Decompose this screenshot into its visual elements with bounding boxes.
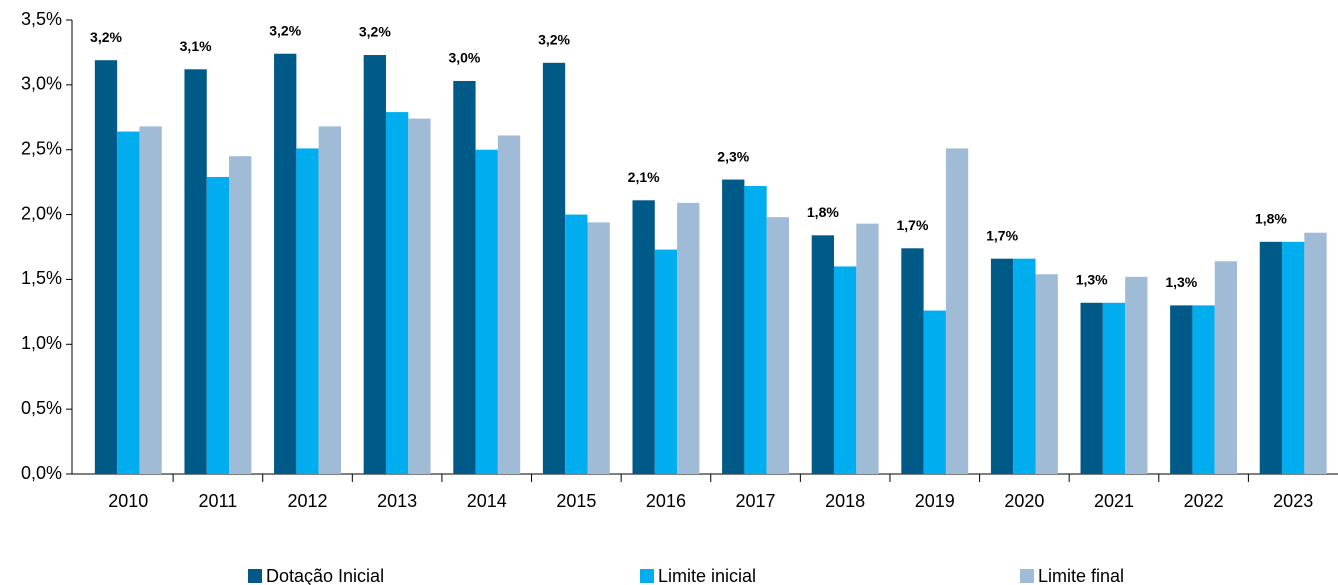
y-tick-label: 0,0% bbox=[21, 463, 62, 483]
value-label: 1,7% bbox=[897, 217, 929, 233]
bar bbox=[901, 248, 924, 474]
y-tick-label: 2,0% bbox=[21, 203, 62, 223]
x-tick-label: 2018 bbox=[825, 491, 865, 511]
y-tick-label: 3,5% bbox=[21, 9, 62, 29]
bar bbox=[1035, 274, 1058, 474]
x-tick-label: 2023 bbox=[1273, 491, 1313, 511]
bar bbox=[385, 112, 409, 475]
bar bbox=[542, 62, 566, 474]
x-tick-label: 2020 bbox=[1004, 491, 1044, 511]
legend-label: Limite final bbox=[1038, 566, 1124, 585]
y-tick-label: 1,5% bbox=[21, 268, 62, 288]
value-label: 3,2% bbox=[538, 32, 570, 48]
bar bbox=[1282, 241, 1305, 474]
bar bbox=[453, 80, 476, 475]
bar bbox=[923, 310, 946, 474]
bar bbox=[1170, 305, 1193, 474]
bar bbox=[632, 200, 655, 474]
x-tick-label: 2010 bbox=[108, 491, 148, 511]
value-label: 1,3% bbox=[1165, 274, 1197, 290]
bar bbox=[117, 131, 140, 474]
bar bbox=[1013, 258, 1036, 474]
bar bbox=[363, 55, 386, 474]
value-label: 1,8% bbox=[1255, 211, 1287, 227]
value-label: 3,2% bbox=[359, 24, 391, 40]
bar bbox=[945, 148, 969, 474]
value-label: 3,2% bbox=[90, 29, 122, 45]
bar bbox=[408, 118, 431, 474]
y-tick-label: 2,5% bbox=[21, 138, 62, 158]
bar bbox=[475, 149, 498, 474]
bar bbox=[296, 148, 319, 474]
bar bbox=[1259, 241, 1283, 474]
bar bbox=[654, 249, 678, 474]
bar bbox=[1214, 261, 1238, 474]
bar bbox=[811, 235, 835, 474]
bar bbox=[497, 135, 521, 474]
bar bbox=[1192, 305, 1215, 474]
bar bbox=[1125, 276, 1148, 474]
value-label: 3,0% bbox=[448, 50, 480, 66]
bar bbox=[856, 223, 879, 474]
y-tick-label: 3,0% bbox=[21, 74, 62, 94]
value-label: 1,7% bbox=[986, 227, 1018, 243]
x-tick-label: 2013 bbox=[377, 491, 417, 511]
x-tick-label: 2021 bbox=[1094, 491, 1134, 511]
bar bbox=[990, 258, 1014, 474]
value-label: 2,1% bbox=[628, 169, 660, 185]
value-label: 1,3% bbox=[1076, 271, 1108, 287]
legend-label: Dotação Inicial bbox=[266, 566, 384, 585]
value-label: 1,8% bbox=[807, 204, 839, 220]
legend-swatch bbox=[248, 569, 262, 583]
bar bbox=[587, 222, 610, 474]
x-tick-label: 2017 bbox=[736, 491, 776, 511]
value-label: 3,2% bbox=[269, 22, 301, 38]
x-tick-label: 2016 bbox=[646, 491, 686, 511]
value-label: 2,3% bbox=[717, 148, 749, 164]
bar bbox=[206, 176, 230, 474]
bar bbox=[1102, 302, 1126, 474]
bar bbox=[94, 60, 118, 475]
x-tick-label: 2015 bbox=[556, 491, 596, 511]
bar bbox=[766, 217, 790, 474]
bar bbox=[722, 179, 745, 474]
bar bbox=[565, 214, 588, 475]
legend-swatch bbox=[640, 569, 654, 583]
bar bbox=[1304, 232, 1327, 474]
bar bbox=[184, 69, 207, 474]
value-label: 3,1% bbox=[180, 38, 212, 54]
legend-swatch bbox=[1020, 569, 1034, 583]
bar bbox=[274, 53, 297, 475]
bar bbox=[229, 156, 252, 474]
x-tick-label: 2011 bbox=[199, 491, 238, 511]
bar bbox=[834, 266, 857, 474]
y-tick-label: 1,0% bbox=[21, 333, 62, 353]
x-tick-label: 2019 bbox=[915, 491, 955, 511]
bar bbox=[1080, 302, 1103, 474]
bar bbox=[744, 186, 767, 474]
bar bbox=[318, 126, 341, 474]
y-tick-label: 0,5% bbox=[21, 398, 62, 418]
bar bbox=[139, 126, 162, 474]
legend-label: Limite inicial bbox=[658, 566, 756, 585]
x-tick-label: 2012 bbox=[287, 491, 327, 511]
x-tick-label: 2014 bbox=[467, 491, 507, 511]
x-tick-label: 2022 bbox=[1184, 491, 1224, 511]
bar bbox=[677, 202, 700, 474]
